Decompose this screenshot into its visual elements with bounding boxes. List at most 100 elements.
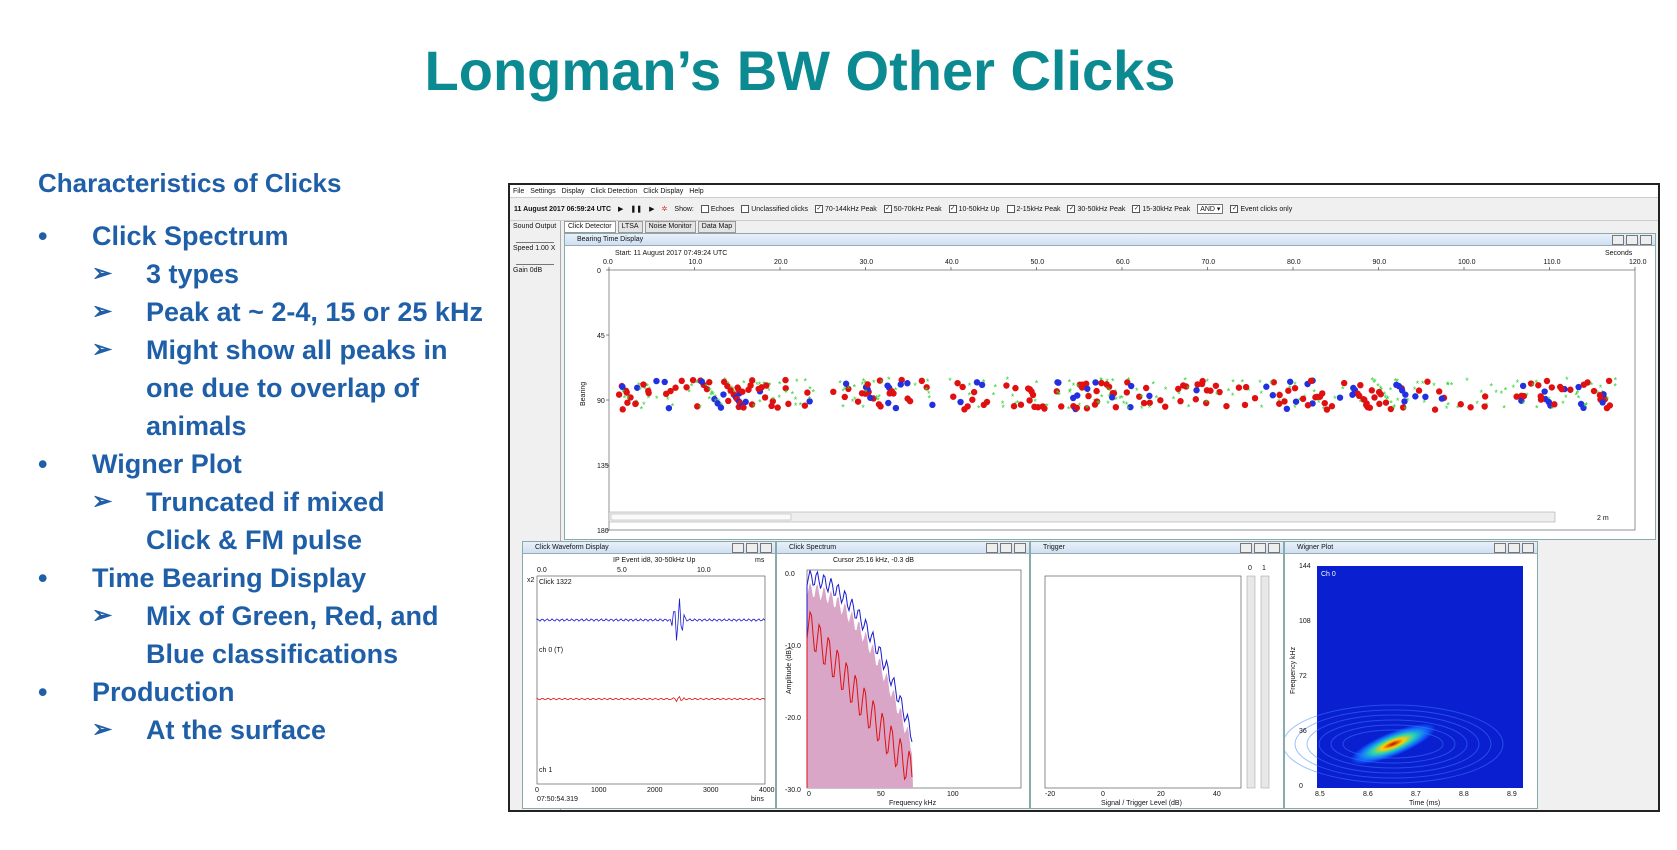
click-point-red [1312,394,1319,401]
spectrum-blue-trace [806,570,913,788]
bullet-dot-icon: • [38,449,48,479]
click-point-red [1304,402,1312,409]
maximize-icon[interactable] [746,543,758,553]
click-point-green: * [784,388,788,398]
click-point-blue [1599,399,1606,406]
maximize-icon[interactable] [1000,543,1012,553]
click-point-green: * [639,385,643,395]
click-point-green: * [992,390,996,400]
bearing-time-plot[interactable]: Start: 11 August 2017 07:49:24 UTC Second… [565,246,1655,539]
spectrum-red-trace [806,610,913,788]
minimize-icon[interactable] [1240,543,1252,553]
menu-item-settings[interactable]: Settings [530,187,556,195]
click-point-red [627,394,634,401]
click-point-red [1085,392,1092,400]
menu-item-file[interactable]: File [513,187,525,195]
bullet-continuation: Click & FM pulse [146,525,363,555]
click-point-green: * [1227,387,1231,397]
trigger-meter-1 [1260,575,1270,789]
show-check-4[interactable]: ✓ 10-50kHz Up [948,205,1000,213]
maximize-icon[interactable] [1254,543,1266,553]
btd-x-tick-label: 60.0 [1116,259,1130,266]
click-point-blue [806,398,813,405]
tab-data-map[interactable]: Data Map [697,221,737,233]
close-icon[interactable] [1522,543,1534,553]
btd-scrollbar[interactable] [608,511,1556,523]
click-point-red [694,403,701,410]
waveform-bottom-tick: 3000 [703,787,719,794]
click-point-green: * [1183,376,1187,386]
spectrum-y-label: Amplitude (dB) [786,648,793,694]
click-point-red [1058,403,1065,410]
show-check-2[interactable]: ✓ 70-144kHz Peak [815,205,877,213]
click-point-green: * [1465,376,1469,386]
click-point-green: * [1260,389,1264,399]
play-icon[interactable]: ▶ [618,206,624,213]
event-only-check[interactable]: ✓ Event clicks only [1230,205,1293,213]
play-icon-2[interactable]: ▶ [649,206,655,213]
click-point-green: * [1446,380,1450,390]
speed-slider[interactable] [516,232,554,243]
click-point-green: * [1484,395,1488,405]
click-point-green: * [1016,398,1020,408]
click-point-green: * [767,386,771,396]
click-point-red [1142,384,1150,392]
show-check-3[interactable]: ✓ 50-70kHz Peak [883,205,942,213]
tab-click-detector[interactable]: Click Detector [564,221,616,233]
minimize-icon[interactable] [986,543,998,553]
trigger-axes [1044,575,1242,789]
menu-item-help[interactable]: Help [689,187,704,195]
menu-item-display[interactable]: Display [561,187,585,195]
show-check-5[interactable]: 2-15kHz Peak [1006,205,1060,213]
click-point-blue [1575,383,1582,391]
click-point-green: * [645,381,649,391]
click-point-green: * [791,390,795,400]
click-point-green: * [1006,375,1010,385]
close-icon[interactable] [1268,543,1280,553]
tab-ltsa[interactable]: LTSA [617,221,643,233]
click-point-red [1580,381,1588,388]
click-point-green: * [875,394,879,404]
menu-item-click-display[interactable]: Click Display [643,187,684,195]
waveform-axes [536,575,766,785]
close-icon[interactable] [760,543,772,553]
pause-icon[interactable]: ❚❚ [630,206,643,213]
click-point-red [983,398,991,406]
click-point-red [1053,388,1060,395]
minimize-icon[interactable] [1612,235,1624,245]
menu-item-click-detection[interactable]: Click Detection [590,187,638,195]
click-point-green: * [1333,394,1337,404]
click-point-green: * [1001,403,1005,413]
minimize-icon[interactable] [732,543,744,553]
show-check-0[interactable]: Echoes [700,205,734,213]
tab-noise-monitor[interactable]: Noise Monitor [644,221,696,233]
click-point-green: * [1105,383,1109,393]
click-point-red [748,377,756,384]
show-check-1[interactable]: Unclassified clicks [741,205,808,213]
click-point-red [1251,394,1259,402]
click-point-red [1003,382,1010,389]
maximize-icon[interactable] [1508,543,1520,553]
logic-select[interactable]: AND ▾ [1197,204,1224,214]
waveform-title: Click Waveform Display [535,544,609,551]
bullet-level1: • Click Spectrum [38,217,498,255]
wigner-x-tick: 8.7 [1411,791,1421,798]
click-point-red [1098,379,1105,387]
click-point-green: * [1231,378,1235,388]
close-icon[interactable] [1014,543,1026,553]
close-icon[interactable] [1640,235,1652,245]
click-point-red [1535,382,1542,389]
settings-icon[interactable]: ✲ [661,206,668,213]
click-point-green: * [913,381,917,391]
btd-scroll-thumb[interactable] [610,513,792,521]
maximize-icon[interactable] [1626,235,1638,245]
click-point-green: * [927,389,931,399]
show-check-7[interactable]: ✓ 15-30kHz Peak [1132,205,1191,213]
minimize-icon[interactable] [1494,543,1506,553]
show-check-6[interactable]: ✓ 30-50kHz Peak [1067,205,1126,213]
bullet-list: Characteristics of Clicks • Click Spectru… [38,168,498,749]
click-point-red [662,390,670,398]
click-point-red [768,402,775,410]
gain-slider[interactable] [516,254,554,265]
trigger-meter-0 [1246,575,1256,789]
